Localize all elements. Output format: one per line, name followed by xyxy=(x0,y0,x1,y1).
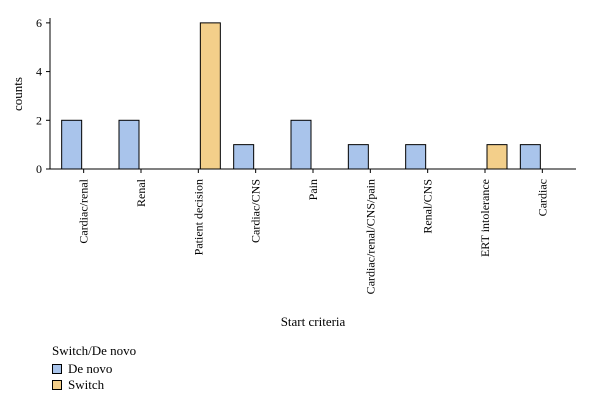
x-tick-label: Renal xyxy=(134,178,148,207)
x-tick-label: ERT intolerance xyxy=(478,179,492,257)
bar-de-novo xyxy=(290,119,312,170)
bars-group xyxy=(61,22,541,170)
y-tick-label: 4 xyxy=(36,65,42,79)
x-axis-title: Start criteria xyxy=(281,314,346,329)
legend-title: Switch/De novo xyxy=(52,343,137,358)
y-axis-title: counts xyxy=(10,77,25,111)
bar-switch xyxy=(199,22,221,170)
x-tick-label: Cardiac xyxy=(535,179,549,216)
x-tick-label: Cardiac/renal/CNS/pain xyxy=(363,179,377,294)
y-tick-label: 6 xyxy=(36,16,42,30)
legend: Switch/De novo De novo Switch xyxy=(52,343,136,393)
legend-swatch-de-novo xyxy=(52,364,62,374)
bar-de-novo xyxy=(118,119,140,170)
bar-de-novo xyxy=(61,119,83,170)
bar-de-novo xyxy=(233,144,255,170)
x-tick-label: Cardiac/CNS xyxy=(249,179,263,243)
y-tick-label: 2 xyxy=(36,113,42,127)
legend-item-de-novo: De novo xyxy=(52,361,136,377)
legend-swatch-switch xyxy=(52,380,62,390)
bar-switch xyxy=(486,144,508,170)
y-ticks: 0 2 4 6 xyxy=(36,16,50,176)
legend-label-switch: Switch xyxy=(68,377,105,392)
x-tick-label: Cardiac/renal xyxy=(77,178,91,243)
y-tick-label: 0 xyxy=(36,162,42,176)
legend-item-switch: Switch xyxy=(52,377,136,393)
bar-de-novo xyxy=(347,144,369,170)
x-ticks: Cardiac/renal Renal Patient decision Cardia… xyxy=(77,169,549,294)
x-tick-label: Patient decision xyxy=(191,179,205,255)
x-tick-label: Renal/CNS xyxy=(421,179,435,234)
bar-de-novo xyxy=(519,144,541,170)
legend-label-de-novo: De novo xyxy=(68,361,113,376)
x-tick-label: Pain xyxy=(306,179,320,200)
bar-de-novo xyxy=(405,144,427,170)
